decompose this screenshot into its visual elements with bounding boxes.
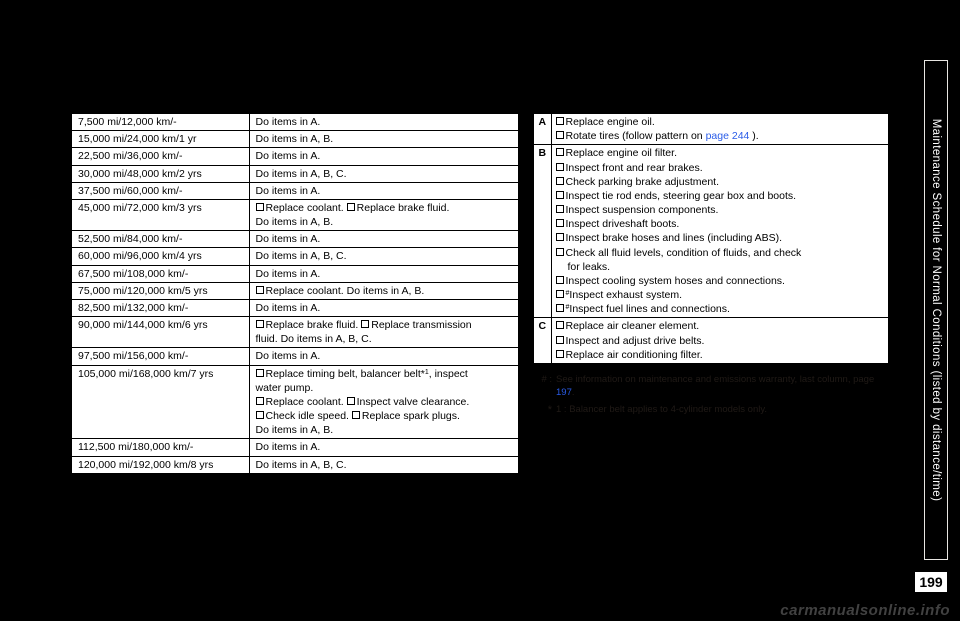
- schedule-interval: 112,500 mi/180,000 km/-: [71, 439, 249, 456]
- schedule-interval: 7,500 mi/12,000 km/-: [71, 113, 249, 131]
- schedule-action: Do items in A.: [249, 348, 519, 365]
- schedule-action: Replace coolant. Replace brake fluid.Do …: [249, 199, 519, 230]
- star-symbol: *: [532, 403, 552, 418]
- schedule-action: Do items in A.: [249, 231, 519, 248]
- schedule-interval: 45,000 mi/72,000 km/3 yrs: [71, 199, 249, 230]
- schedule-action: Do items in A.: [249, 299, 519, 316]
- group-b-letter: B: [533, 145, 551, 318]
- group-c-items: Replace air cleaner element.Inspect and …: [551, 318, 889, 364]
- schedule-interval: 105,000 mi/168,000 km/7 yrs: [71, 365, 249, 439]
- schedule-action: Do items in A.: [249, 113, 519, 131]
- schedule-interval: 120,000 mi/192,000 km/8 yrs: [71, 456, 249, 474]
- footnotes: # : See information on maintenance and e…: [532, 373, 890, 421]
- page-link-197[interactable]: 197: [556, 387, 572, 398]
- footnote-hash: See information on maintenance and emiss…: [556, 373, 890, 400]
- schedule-interval: 75,000 mi/120,000 km/5 yrs: [71, 282, 249, 299]
- schedule-interval: 30,000 mi/48,000 km/2 yrs: [71, 165, 249, 182]
- schedule-interval: 67,500 mi/108,000 km/-: [71, 265, 249, 282]
- schedule-action: Replace coolant. Do items in A, B.: [249, 282, 519, 299]
- maintenance-schedule-table: 7,500 mi/12,000 km/-Do items in A.15,000…: [70, 112, 520, 475]
- schedule-action: Do items in A, B, C.: [249, 456, 519, 474]
- side-tab: Maintenance Schedule for Normal Conditio…: [924, 60, 948, 560]
- schedule-action: Replace brake fluid. Replace transmissio…: [249, 317, 519, 348]
- group-c-letter: C: [533, 318, 551, 364]
- schedule-action: Do items in A.: [249, 265, 519, 282]
- schedule-action: Do items in A.: [249, 182, 519, 199]
- group-a-letter: A: [533, 113, 551, 145]
- schedule-interval: 52,500 mi/84,000 km/-: [71, 231, 249, 248]
- schedule-interval: 15,000 mi/24,000 km/1 yr: [71, 131, 249, 148]
- page-number: 199: [914, 571, 948, 593]
- right-column: A Replace engine oil. Rotate tires (foll…: [532, 112, 890, 475]
- schedule-action: Do items in A.: [249, 148, 519, 165]
- schedule-interval: 60,000 mi/96,000 km/4 yrs: [71, 248, 249, 265]
- footnote-star: 1 : Balancer belt applies to 4-cylinder …: [556, 403, 767, 418]
- schedule-interval: 37,500 mi/60,000 km/-: [71, 182, 249, 199]
- schedule-action: Do items in A, B, C.: [249, 165, 519, 182]
- schedule-interval: 22,500 mi/36,000 km/-: [71, 148, 249, 165]
- hash-symbol: # :: [532, 373, 552, 400]
- schedule-action: Do items in A, B, C.: [249, 248, 519, 265]
- schedule-interval: 90,000 mi/144,000 km/6 yrs: [71, 317, 249, 348]
- group-b-items: Replace engine oil filter.Inspect front …: [551, 145, 889, 318]
- schedule-action: Do items in A, B.: [249, 131, 519, 148]
- service-groups-table: A Replace engine oil. Rotate tires (foll…: [532, 112, 890, 365]
- schedule-interval: 97,500 mi/156,000 km/-: [71, 348, 249, 365]
- side-tab-label: Maintenance Schedule for Normal Conditio…: [930, 119, 942, 502]
- schedule-action: Replace timing belt, balancer belt*1, in…: [249, 365, 519, 439]
- group-a-items: Replace engine oil. Rotate tires (follow…: [551, 113, 889, 145]
- watermark: carmanualsonline.info: [780, 602, 950, 619]
- content-area: 7,500 mi/12,000 km/-Do items in A.15,000…: [70, 112, 890, 475]
- schedule-interval: 82,500 mi/132,000 km/-: [71, 299, 249, 316]
- page-link-244[interactable]: page 244: [706, 130, 750, 142]
- schedule-action: Do items in A.: [249, 439, 519, 456]
